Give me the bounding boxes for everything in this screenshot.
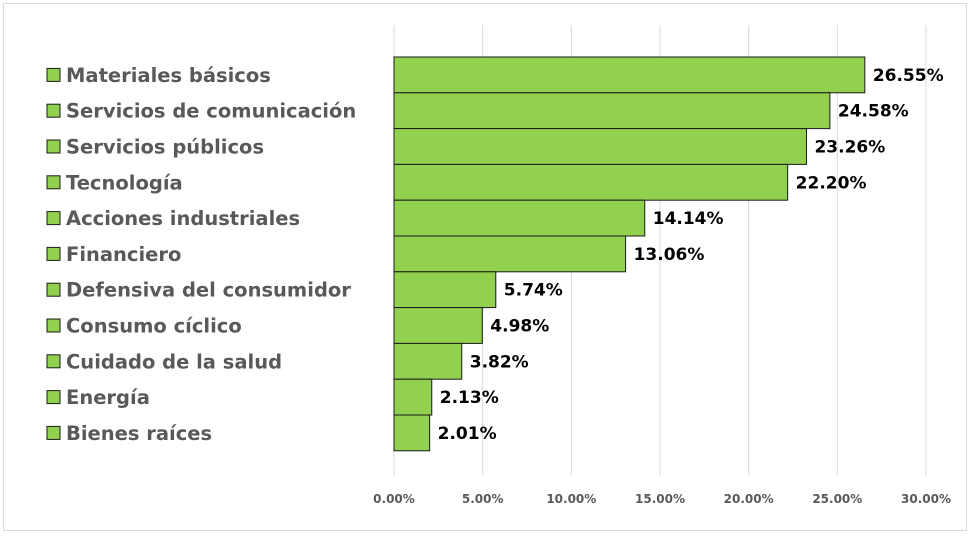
- legend-swatch: [46, 425, 61, 440]
- category-label: Tecnología: [66, 171, 183, 194]
- legend-swatch: [46, 282, 61, 297]
- data-label: 26.55%: [873, 66, 944, 86]
- bar: [393, 199, 646, 237]
- data-labels: 26.55% 24.58% 23.26% 22.20% 14.14% 13.06% 5.74…: [438, 66, 944, 444]
- legend-swatch: [46, 246, 61, 261]
- category-label: Defensiva del consumidor: [66, 279, 351, 302]
- legend-swatch: [46, 211, 61, 226]
- x-tick-label: 5.00%: [462, 492, 504, 506]
- data-label: 13.06%: [634, 245, 705, 265]
- category-label: Acciones industriales: [66, 207, 300, 230]
- legend-swatch: [46, 103, 61, 118]
- data-label: 3.82%: [470, 352, 529, 372]
- data-label: 2.01%: [438, 424, 497, 444]
- legend-swatch: [46, 354, 61, 369]
- data-label: 5.74%: [504, 281, 563, 301]
- bar: [393, 378, 433, 416]
- category-label: Consumo cíclico: [66, 315, 242, 338]
- legend-swatch: [46, 67, 61, 82]
- bar: [393, 92, 831, 130]
- bar: [393, 342, 463, 380]
- data-label: 23.26%: [814, 138, 885, 158]
- bar: [393, 163, 789, 201]
- bar: [393, 271, 497, 309]
- category-label: Energía: [66, 386, 150, 409]
- data-label: 4.98%: [490, 317, 549, 337]
- category-label: Bienes raíces: [66, 422, 212, 445]
- data-label: 2.13%: [440, 388, 499, 408]
- data-label: 24.58%: [838, 102, 909, 122]
- data-label: 14.14%: [653, 209, 724, 229]
- legend-swatch: [46, 139, 61, 154]
- bar: [393, 414, 431, 452]
- legend-swatch: [46, 175, 61, 190]
- bar: [393, 56, 866, 94]
- bar: [393, 235, 627, 273]
- data-label: 22.20%: [796, 173, 867, 193]
- bar: [393, 307, 483, 344]
- category-label: Materiales básicos: [66, 64, 271, 87]
- x-axis-ticks: 0.00% 5.00% 10.00% 15.00% 20.00% 25.00% 30.00%: [373, 492, 951, 506]
- legend-swatch: [46, 318, 61, 333]
- x-tick-label: 10.00%: [546, 492, 596, 506]
- x-tick-label: 0.00%: [373, 492, 415, 506]
- bars: [393, 56, 866, 452]
- bar: [393, 128, 807, 165]
- x-tick-label: 25.00%: [812, 492, 862, 506]
- category-label: Cuidado de la salud: [66, 350, 282, 373]
- category-label: Servicios de comunicación: [66, 100, 356, 123]
- x-tick-label: 15.00%: [635, 492, 685, 506]
- category-label: Financiero: [66, 243, 181, 266]
- x-tick-label: 30.00%: [901, 492, 951, 506]
- category-legend: Materiales básicos Servicios de comunicac…: [46, 64, 356, 445]
- x-tick-label: 20.00%: [724, 492, 774, 506]
- legend-swatch: [46, 390, 61, 405]
- category-label: Servicios públicos: [66, 136, 264, 159]
